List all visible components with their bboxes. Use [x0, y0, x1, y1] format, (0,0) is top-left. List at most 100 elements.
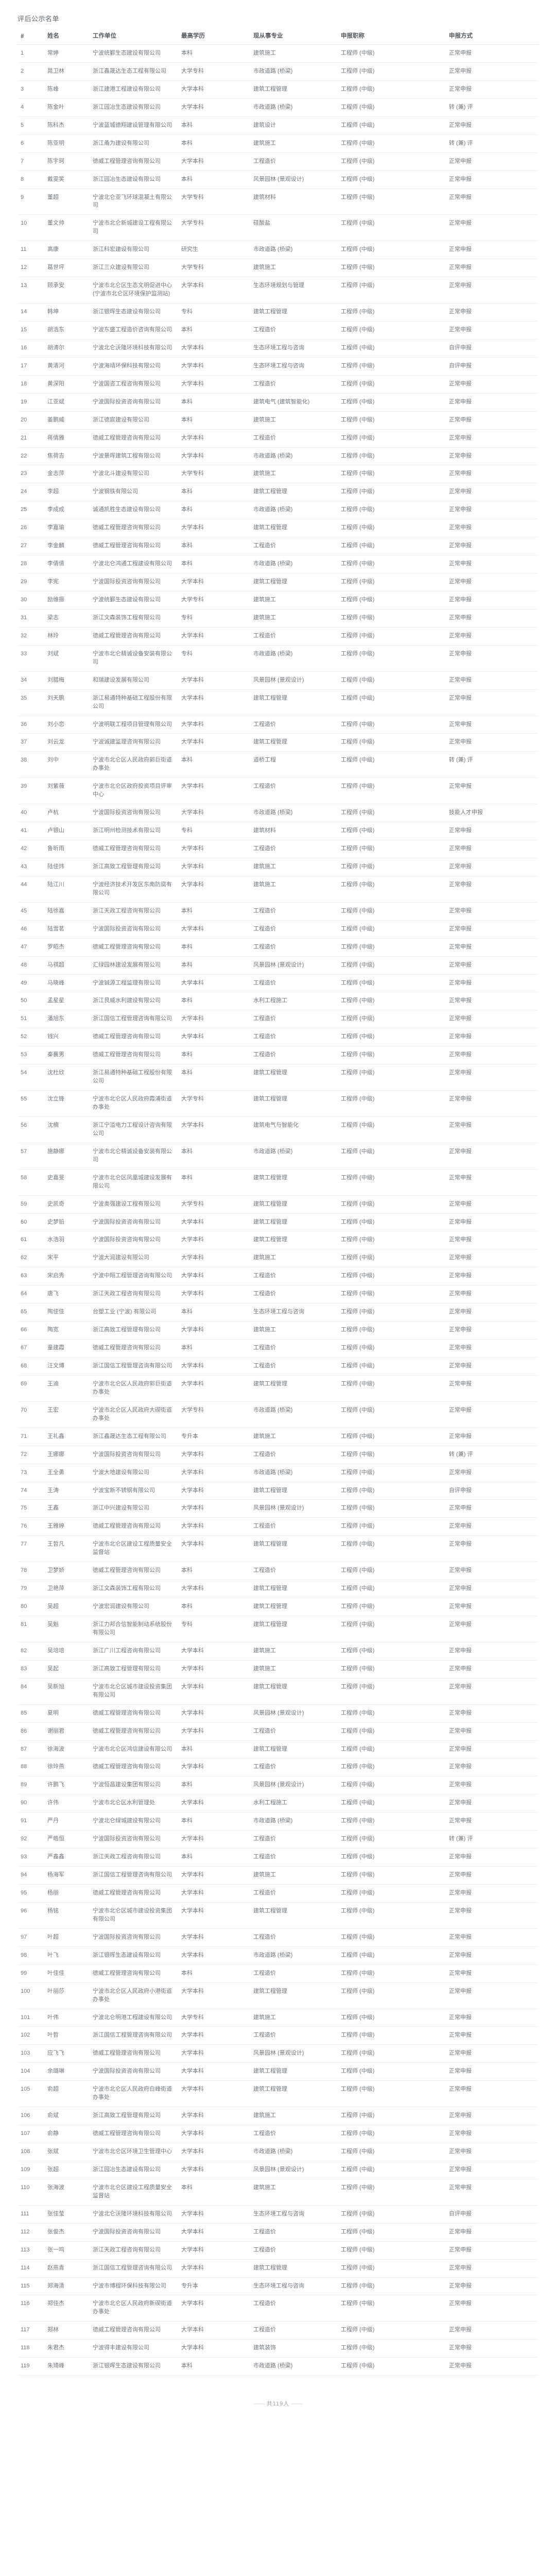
table-row: 95 杨丽 德威工程管理咨询有限公司 大学本科 工程造价 工程师 (中级) 正常申报	[18, 1884, 538, 1903]
cell-title: 工程师 (中级)	[338, 1830, 446, 1849]
cell-employer: 宁波得丰建设有限公司	[90, 2339, 178, 2358]
cell-method: 正常申报	[446, 1195, 538, 1214]
cell-index: 117	[18, 2321, 44, 2340]
table-row: 79 卫艳萍 浙江文森装饰工程有限公司 大学本科 建筑工程管理 工程师 (中级) 正常申报	[18, 1580, 538, 1599]
cell-method: 正常申报	[446, 902, 538, 921]
table-row: 29 李宪 宁波国际投资咨询有限公司 大学本科 建筑工程管理 工程师 (中级) 正常申报	[18, 573, 538, 591]
cell-method: 正常申报	[446, 1678, 538, 1705]
cell-specialty: 生态环境工程与咨询	[250, 2277, 338, 2296]
cell-employer: 浙江园冶生态建设有限公司	[90, 2161, 178, 2179]
table-row: 11 高康 浙江科宏建设有限公司 研究生 市政道路 (桥梁) 工程师 (中级) 正常申报	[18, 241, 538, 260]
table-row: 115 郑海清 宁波市博程环保科技有限公司 专升本 生态环境工程与咨询 工程师 (中级) 正…	[18, 2277, 538, 2296]
cell-title: 工程师 (中级)	[338, 1339, 446, 1358]
cell-education: 大学本科	[178, 2062, 250, 2081]
cell-method: 正常申报	[446, 1285, 538, 1304]
cell-index: 35	[18, 689, 44, 716]
cell-name: 余璐琳	[44, 2062, 90, 2081]
table-row: 34 刘腊梅 和瑞建设发展有限公司 大学本科 风景园林 (景观设计) 工程师 (中级) 正常…	[18, 671, 538, 690]
cell-education: 本科	[178, 1143, 250, 1170]
cell-method: 正常申报	[446, 2143, 538, 2161]
table-row: 35 刘天鹏 浙江易通特种基础工程股份有限公司 大学本科 建筑工程管理 工程师 (中级) 正…	[18, 689, 538, 716]
cell-index: 63	[18, 1267, 44, 1286]
cell-method: 正常申报	[446, 1143, 538, 1170]
cell-method: 正常申报	[446, 44, 538, 63]
cell-employer: 浙江广川工程咨询有限公司	[90, 1642, 178, 1660]
cell-specialty: 工程造价	[250, 1884, 338, 1903]
cell-index: 102	[18, 2026, 44, 2045]
cell-title: 工程师 (中级)	[338, 80, 446, 99]
cell-method: 正常申报	[446, 1982, 538, 2009]
cell-name: 李宪	[44, 573, 90, 591]
cell-specialty: 建筑工程管理	[250, 2259, 338, 2278]
cell-index: 75	[18, 1499, 44, 1518]
table-row: 44 陆江川 宁波经济技术开发区东南防腐有限公司 大学本科 建筑施工 工程师 (中级) 正常…	[18, 876, 538, 903]
cell-method: 正常申报	[446, 1946, 538, 1965]
cell-name: 王娜娜	[44, 1446, 90, 1464]
cell-education: 本科	[178, 1562, 250, 1581]
table-row: 68 汪文博 浙江国信工程管理咨询有限公司 大学本科 工程造价 工程师 (中级) 正常申报	[18, 1357, 538, 1376]
cell-specialty: 建筑材料	[250, 822, 338, 840]
cell-specialty: 建筑工程管理	[250, 519, 338, 538]
cell-title: 工程师 (中级)	[338, 1928, 446, 1947]
table-row: 70 王宏 宁波市北仑区人民政府大碶街道办事处 大学专科 市政道路 (桥梁) 工程师 (中…	[18, 1401, 538, 1428]
cell-index: 39	[18, 777, 44, 805]
table-row: 27 李金麟 德威工程管理咨询有限公司 本科 工程造价 工程师 (中级) 正常申报	[18, 537, 538, 556]
cell-method: 正常申报	[446, 2125, 538, 2143]
cell-method: 正常申报	[446, 321, 538, 340]
cell-title: 工程师 (中级)	[338, 1704, 446, 1723]
cell-specialty: 建筑工程管理	[250, 1598, 338, 1616]
cell-index: 16	[18, 339, 44, 358]
cell-education: 大学本科	[178, 1946, 250, 1965]
cell-method: 正常申报	[446, 2080, 538, 2108]
cell-method: 正常申报	[446, 1642, 538, 1660]
cell-specialty: 工程造价	[250, 920, 338, 939]
cell-employer: 宁波市北仑区人民政府郭巨街道办事处	[90, 1375, 178, 1402]
cell-employer: 浙江国信工程管理咨询有限公司	[90, 1010, 178, 1029]
cell-employer: 浙江银晖生态建设有限公司	[90, 303, 178, 321]
cell-index: 111	[18, 2205, 44, 2224]
table-row: 42 鲁昕雨 德威工程管理咨询有限公司 大学本科 工程造价 工程师 (中级) 正常申报	[18, 840, 538, 858]
cell-method: 正常申报	[446, 501, 538, 520]
table-row: 100 叶丽莎 宁波市北仑区人民政府小港街道办事处 大学本科 建筑工程管理 工程师 (中级…	[18, 1982, 538, 2009]
table-row: 112 张俊杰 宁波国际投资咨询有限公司 大学本科 工程造价 工程师 (中级) 正常申报	[18, 2223, 538, 2242]
cell-employer: 宁波市北仑区水利管理处	[90, 1794, 178, 1813]
cell-specialty: 工程造价	[250, 1267, 338, 1286]
cell-education: 大学本科	[178, 2044, 250, 2063]
cell-employer: 德威工程管理咨询有限公司	[90, 1046, 178, 1065]
cell-specialty: 建筑施工	[250, 2179, 338, 2206]
cell-education: 大学本科	[178, 840, 250, 858]
cell-specialty: 工程造价	[250, 2125, 338, 2143]
cell-title: 工程师 (中级)	[338, 62, 446, 81]
cell-name: 卫艳萍	[44, 1580, 90, 1599]
cell-name: 卫梦娇	[44, 1562, 90, 1581]
cell-employer: 浙江高致工程管理有限公司	[90, 2107, 178, 2126]
cell-specialty: 建筑工程管理	[250, 1169, 338, 1196]
table-row: 86 谢丽君 德威工程管理咨询有限公司 大学本科 工程造价 工程师 (中级) 正常申报	[18, 1722, 538, 1741]
cell-name: 陶佳佳	[44, 1303, 90, 1322]
cell-method: 自评申报	[446, 1482, 538, 1500]
cell-title: 工程师 (中级)	[338, 2223, 446, 2242]
cell-education: 本科	[178, 2179, 250, 2206]
cell-specialty: 建筑施工	[250, 2009, 338, 2027]
table-row: 5 陈科杰 宁波蓝城德翔建设管理有限公司 本科 建筑设计 工程师 (中级) 正常申报	[18, 116, 538, 135]
cell-name: 徐玲燕	[44, 1758, 90, 1777]
cell-title: 工程师 (中级)	[338, 277, 446, 303]
table-row: 87 徐海波 宁波市北仑区鸿信建设有限公司 本科 建筑工程管理 工程师 (中级) 正常申报	[18, 1740, 538, 1759]
cell-employer: 宁波统鄞生态建设有限公司	[90, 44, 178, 63]
cell-title: 工程师 (中级)	[338, 1758, 446, 1777]
table-row: 19 江亚斌 宁波国际投资咨询有限公司 本科 建筑电气 (建筑智能化) 工程师 (中级) 正…	[18, 393, 538, 412]
table-row: 61 水浩羽 宁波国际投资咨询有限公司 大学本科 建筑工程管理 工程师 (中级) 正常申报	[18, 1231, 538, 1250]
table-row: 56 沈楠 浙江宁溢电力工程设计咨询有限公司 大学本科 建筑电气与智能化 工程师 (中级)…	[18, 1116, 538, 1143]
cell-employer: 浙江高致工程管理有限公司	[90, 1321, 178, 1340]
cell-index: 5	[18, 116, 44, 135]
cell-title: 工程师 (中级)	[338, 777, 446, 805]
cell-specialty: 水利工程施工	[250, 992, 338, 1011]
cell-title: 工程师 (中级)	[338, 1517, 446, 1536]
cell-education: 本科	[178, 1848, 250, 1867]
cell-title: 工程师 (中级)	[338, 751, 446, 778]
cell-name: 俞超	[44, 2080, 90, 2108]
table-row: 89 许鹏飞 宁波恒昌建设集团有限公司 本科 风景园林 (景观设计) 工程师 (中级) 正常…	[18, 1776, 538, 1795]
cell-education: 研究生	[178, 241, 250, 260]
cell-employer: 宁波北仑沃隆环境科技有限公司	[90, 2205, 178, 2224]
cell-method: 正常申报	[446, 214, 538, 242]
